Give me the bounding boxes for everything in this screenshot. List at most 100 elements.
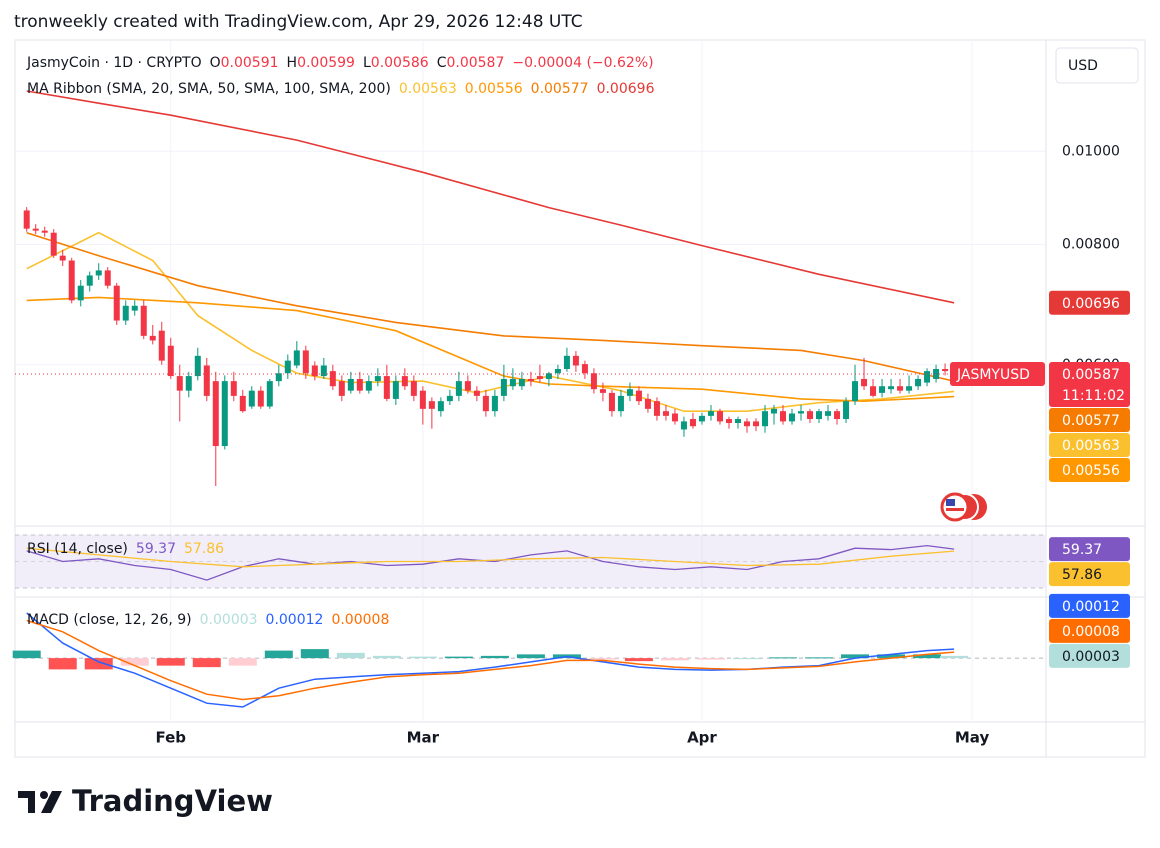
ohlc-legend: JasmyCoin · 1D · CRYPTO O0.00591 H0.00599 L… xyxy=(26,55,654,71)
macd-value: 0.00003 xyxy=(200,612,258,628)
candle-body xyxy=(122,305,129,321)
candle-body xyxy=(383,376,390,399)
candle-body xyxy=(419,390,426,409)
candle-body xyxy=(698,415,705,422)
candle-body xyxy=(446,395,453,402)
macd-histogram-bar xyxy=(588,658,617,660)
candle-body xyxy=(563,355,570,369)
candle-body xyxy=(23,210,30,229)
candle-body xyxy=(212,381,219,447)
ma-value: 0.00696 xyxy=(597,81,655,97)
candle-body xyxy=(779,411,786,422)
value-tag-label: 57.86 xyxy=(1062,567,1102,583)
macd-histogram-bar xyxy=(913,654,942,659)
candle-body xyxy=(807,411,814,420)
candle-body xyxy=(230,381,237,396)
candle-body xyxy=(86,275,93,286)
candle-body xyxy=(671,413,678,422)
macd-histogram-bar xyxy=(264,650,293,659)
candle-body xyxy=(401,376,408,387)
candle-body xyxy=(302,350,309,374)
candle-body xyxy=(428,401,435,409)
macd-histogram-bar xyxy=(696,658,725,660)
candle-body xyxy=(599,389,606,393)
candle-body xyxy=(95,270,102,276)
candle-body xyxy=(734,419,741,424)
candle-body xyxy=(743,421,750,427)
macd-histogram-bar xyxy=(372,655,401,659)
ohlc-key: L xyxy=(363,55,371,71)
macd-histogram-bar xyxy=(12,650,41,659)
candle-body xyxy=(798,411,805,414)
macd-histogram-bar xyxy=(732,658,761,660)
candle-body xyxy=(77,285,84,301)
macd-histogram-bar xyxy=(624,658,653,662)
logo-icon xyxy=(18,791,62,813)
line xyxy=(26,296,955,403)
candle-body xyxy=(365,381,372,391)
candle-body xyxy=(455,381,462,396)
rsi-value: 57.86 xyxy=(184,541,224,557)
macd-histogram-bar xyxy=(300,649,329,659)
candle-body xyxy=(518,378,525,387)
candle-body xyxy=(554,368,561,374)
candle-body xyxy=(590,373,597,390)
symbol-label: JASMYUSD xyxy=(956,367,1030,383)
candle-body xyxy=(131,305,138,311)
open-value: 0.00591 xyxy=(221,55,279,71)
value-tag xyxy=(1049,593,1130,618)
price-label: 0.00587 xyxy=(1062,367,1120,383)
countdown: 11:11:02 xyxy=(1062,388,1125,404)
candle-body xyxy=(870,386,877,396)
macd-histogram-bar xyxy=(768,657,797,659)
candle-body xyxy=(608,392,615,412)
ma-value: 0.00556 xyxy=(465,81,523,97)
currency[interactable]: USD xyxy=(1068,58,1098,74)
candle-body xyxy=(834,411,841,420)
candle-body xyxy=(320,365,327,377)
candle-body xyxy=(861,378,868,387)
macd-histogram-bar xyxy=(480,655,509,659)
candle-body xyxy=(266,381,273,407)
symbol-tag xyxy=(950,361,1045,386)
line xyxy=(26,231,955,382)
candle-body xyxy=(644,398,651,409)
macd-histogram-bar xyxy=(156,658,185,666)
candle-body xyxy=(825,411,832,416)
candle-body xyxy=(437,401,444,412)
change: −0.00004 (−0.62%) xyxy=(512,55,653,71)
macd-histogram-bar xyxy=(660,658,689,661)
ma-value: 0.00563 xyxy=(399,81,457,97)
candle-body xyxy=(653,401,660,416)
y-tick-label: 0.00800 xyxy=(1062,237,1120,253)
candle-body xyxy=(239,395,246,412)
y-tick-label: 0.01000 xyxy=(1062,143,1120,159)
candle-body xyxy=(879,386,886,393)
candle-body xyxy=(933,368,940,379)
macd-histogram-bar xyxy=(408,656,437,659)
macd-legend: MACD (close, 12, 26, 9) 0.00003 0.00012 0.0… xyxy=(27,612,389,628)
price-tag xyxy=(1049,361,1130,407)
candle-body xyxy=(221,381,228,447)
currency-button[interactable] xyxy=(1055,47,1139,84)
macd-histogram-bar xyxy=(444,656,473,659)
candle-body xyxy=(167,345,174,377)
ma-value: 0.00577 xyxy=(531,81,589,97)
rsi-title: RSI (14, close) xyxy=(27,541,128,557)
value-tag-label: 0.00556 xyxy=(1062,463,1120,479)
ohlc-key: H xyxy=(287,55,298,71)
candle-body xyxy=(500,378,507,396)
value-tag xyxy=(1049,562,1130,587)
candle-body xyxy=(789,413,796,422)
macd-value: 0.00008 xyxy=(331,612,389,628)
x-tick-label: Feb xyxy=(155,729,186,747)
value-tag-label: 0.00008 xyxy=(1062,624,1120,640)
macd-histogram-bar xyxy=(877,654,906,659)
candle-body xyxy=(536,376,543,379)
macd-histogram-bar xyxy=(192,658,221,668)
value-tag-label: 0.00696 xyxy=(1062,296,1120,312)
candle-body xyxy=(410,381,417,396)
macd-histogram-bar xyxy=(940,655,969,659)
